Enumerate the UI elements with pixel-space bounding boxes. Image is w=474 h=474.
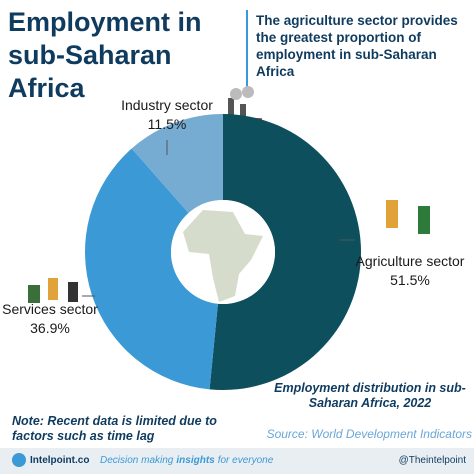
category-label: Services sector	[2, 301, 98, 317]
brand[interactable]: Intelpoint.co	[30, 455, 90, 466]
footer: Intelpoint.co Decision making insights for…	[0, 448, 474, 474]
divider	[246, 10, 248, 92]
category-label: Industry sector	[121, 97, 213, 113]
title: Employment in sub-Saharan Africa	[8, 7, 202, 103]
source: Source: World Development Indicators	[266, 427, 472, 441]
handle[interactable]: @Theintelpoint	[398, 455, 466, 466]
donut-segment	[209, 114, 361, 390]
value-label: 51.5%	[390, 272, 430, 288]
tagline: Decision making insights for everyone	[100, 455, 276, 466]
tagline-bold: insights	[176, 455, 215, 466]
tagline-text: for everyone	[217, 455, 274, 466]
category-label: Agriculture sector	[356, 253, 465, 269]
tagline-text: Decision making	[100, 455, 174, 466]
chart: Agriculture sector 51.5% Services sector 36…	[2, 86, 465, 390]
value-label: 36.9%	[30, 320, 70, 336]
donut-segment	[84, 148, 218, 390]
logo	[12, 453, 26, 467]
africa-map	[183, 210, 263, 302]
caption: Employment distribution in sub-Saharan A…	[274, 381, 466, 410]
donut-segment	[131, 114, 223, 214]
value-label: 11.5%	[148, 116, 187, 132]
note: Note: Recent data is limited due to fact…	[12, 414, 217, 443]
subtitle: The agriculture sector provides the grea…	[256, 13, 458, 79]
